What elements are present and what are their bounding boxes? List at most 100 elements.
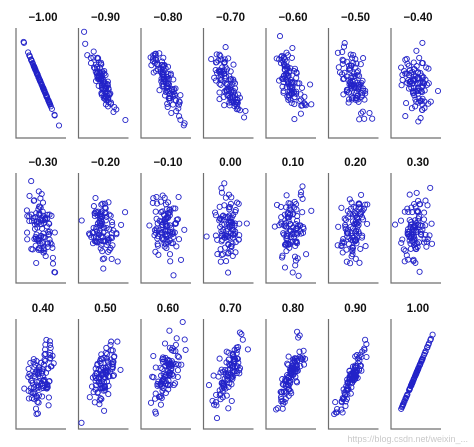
scatter-point [175,101,182,108]
scatter-point [425,100,432,107]
scatter-point [293,239,300,246]
scatter-point [213,51,220,58]
scatter-point [96,222,104,229]
scatter-point [340,76,347,83]
scatter-point [222,366,229,374]
scatter-point [31,364,38,371]
scatter-point [285,200,292,207]
scatter-point [111,103,118,111]
scatter-point [224,250,232,257]
scatter-point [338,406,345,413]
scatter-point [31,389,38,396]
scatter-point [278,398,285,405]
scatter-point [99,234,106,241]
scatter-point [99,200,106,207]
scatter-point [422,222,429,229]
scatter-point [285,94,292,101]
scatter-point [162,201,170,208]
scatter-point [287,76,294,84]
scatter-point [48,363,55,370]
scatter-point [288,99,295,107]
scatter-point [293,229,300,237]
scatter-point [164,103,171,111]
scatter-point [419,106,426,114]
scatter-point [109,373,117,380]
scatter-point [163,359,170,367]
scatter-point [98,356,105,363]
scatter-point [28,178,35,185]
scatter-point [51,269,58,276]
scatter-point [105,391,112,398]
scatter-point [346,367,353,374]
scatter-point [182,346,189,353]
scatter-point [31,217,38,224]
scatter-point [161,62,168,69]
scatter-point [423,238,430,245]
scatter-point [98,366,105,373]
scatter-point [99,384,106,391]
scatter-point [427,184,434,191]
scatter-point [28,57,35,64]
scatter-point [346,65,354,72]
scatter-point [166,327,173,334]
scatter-point [44,211,51,218]
scatter-point [349,81,356,88]
scatter-point [42,350,49,358]
scatter-point [414,209,421,216]
scatter-point [421,209,428,216]
scatter-point [401,258,408,265]
scatter-point [230,61,237,68]
scatter-point [348,93,355,100]
scatter-point [417,201,424,208]
scatter-point [98,395,105,403]
scatter-point [358,110,365,117]
scatter-point [297,96,305,103]
scatter-point [95,55,102,62]
scatter-point [283,84,290,91]
scatter-point [344,230,351,237]
scatter-point [181,336,188,343]
scatter-point [92,382,99,389]
scatter-panel: −0.20 [77,157,129,284]
scatter-point [39,366,46,373]
scatter-point [349,234,356,241]
scatter-point [289,362,297,369]
scatter-point [28,211,35,218]
scatter-point [339,48,346,56]
scatter-point [155,251,162,258]
scatter-point [55,122,63,129]
scatter-point [283,247,290,255]
scatter-point [229,372,236,379]
scatter-point [415,218,422,225]
scatter-point [274,405,281,412]
scatter-point [413,80,420,88]
scatter-point [99,372,106,379]
scatter-point [45,231,53,238]
scatter-point [98,201,105,208]
scatter-point [352,255,359,262]
scatter-point [48,241,55,248]
scatter-point [277,394,285,401]
scatter-point [398,64,405,71]
scatter-point [107,212,114,219]
scatter-point [45,97,52,104]
scatter-point [37,217,45,224]
scatter-point [293,379,301,386]
scatter-point [146,222,153,229]
scatter-point [47,344,54,351]
scatter-point [348,230,355,237]
scatter-point [181,120,188,127]
scatter-point [345,99,352,106]
scatter-point [162,88,169,96]
scatter-point [49,260,57,267]
scatter-point [161,340,169,347]
scatter-point [170,372,177,379]
scatter-point [334,49,341,56]
scatter-point [291,198,298,205]
scatter-point [222,64,229,71]
scatter-point [348,96,356,103]
scatter-point [221,102,228,109]
scatter-point [82,40,89,47]
scatter-point [223,258,230,265]
scatter-point [340,395,347,402]
